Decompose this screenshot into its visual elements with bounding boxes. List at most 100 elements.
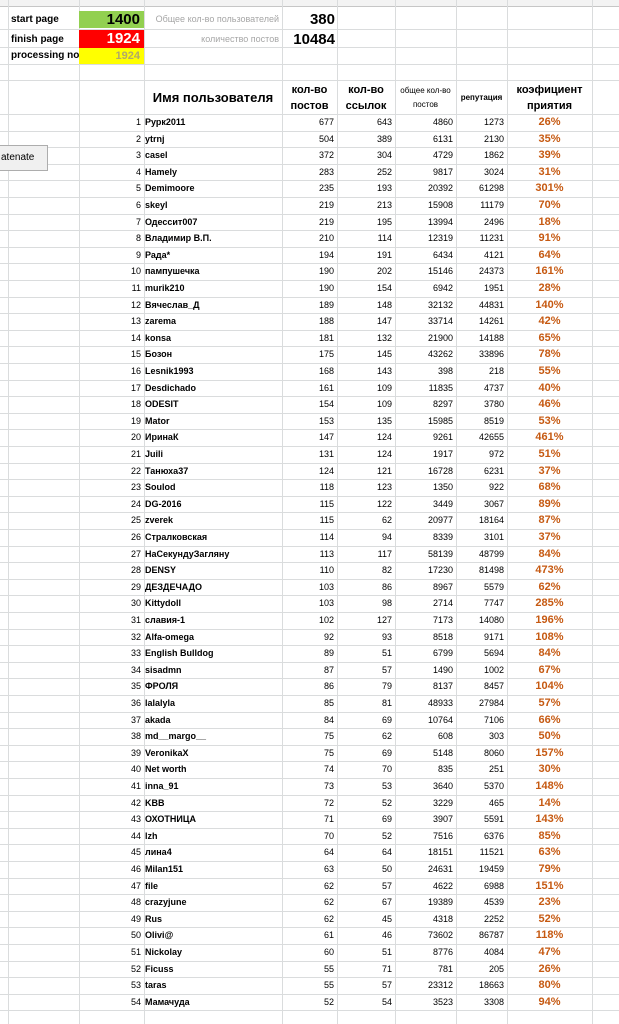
reputation-cell[interactable]: 48799 xyxy=(478,548,504,559)
total-posts-cell[interactable]: 8297 xyxy=(432,399,453,410)
row-number-cell[interactable]: 16 xyxy=(130,366,141,376)
total-posts-cell[interactable]: 33714 xyxy=(427,316,453,327)
links-count-cell[interactable]: 57 xyxy=(381,880,392,891)
coefficient-cell[interactable]: 285% xyxy=(535,597,564,610)
posts-count-cell[interactable]: 188 xyxy=(318,316,334,327)
reputation-cell[interactable]: 33896 xyxy=(478,349,504,360)
username-cell[interactable]: konsa xyxy=(145,332,172,343)
posts-count-cell[interactable]: 190 xyxy=(318,266,334,277)
reputation-cell[interactable]: 218 xyxy=(488,366,504,376)
reputation-cell[interactable]: 2252 xyxy=(483,913,504,924)
coefficient-cell[interactable]: 161% xyxy=(535,265,564,278)
posts-count-cell[interactable]: 113 xyxy=(319,548,334,559)
row-number-cell[interactable]: 45 xyxy=(130,847,141,858)
username-cell[interactable]: zarema xyxy=(145,316,177,327)
row-number-cell[interactable]: 24 xyxy=(130,498,141,509)
row-number-cell[interactable]: 36 xyxy=(130,698,141,708)
links-count-cell[interactable]: 51 xyxy=(381,648,392,659)
links-count-cell[interactable]: 98 xyxy=(381,598,392,609)
row-number-cell[interactable]: 53 xyxy=(130,980,141,991)
coefficient-cell[interactable]: 80% xyxy=(538,979,561,992)
links-count-cell[interactable]: 79 xyxy=(381,681,392,692)
coefficient-cell[interactable]: 473% xyxy=(535,564,564,577)
coefficient-cell[interactable]: 46% xyxy=(538,398,561,411)
total-posts-cell[interactable]: 5148 xyxy=(432,747,453,758)
row-number-cell[interactable]: 20 xyxy=(130,432,141,443)
reputation-cell[interactable]: 3067 xyxy=(483,498,504,509)
coefficient-cell[interactable]: 51% xyxy=(538,448,561,460)
row-number-cell[interactable]: 46 xyxy=(130,864,141,874)
total-posts-cell[interactable]: 608 xyxy=(437,731,453,742)
links-count-cell[interactable]: 643 xyxy=(376,117,392,127)
column-letter[interactable]: D xyxy=(107,0,114,3)
posts-count-cell[interactable]: 102 xyxy=(318,615,334,625)
column-letter[interactable]: C xyxy=(37,0,44,3)
row-number-cell[interactable]: 12 xyxy=(130,299,141,310)
reputation-cell[interactable]: 11179 xyxy=(480,200,504,210)
row-number-cell[interactable]: 9 xyxy=(135,249,141,260)
reputation-cell[interactable]: 3024 xyxy=(483,166,504,177)
reputation-cell[interactable]: 14080 xyxy=(478,615,504,625)
username-cell[interactable]: md__margo__ xyxy=(145,731,207,742)
reputation-cell[interactable]: 14188 xyxy=(478,332,504,343)
coefficient-cell[interactable]: 55% xyxy=(538,365,561,377)
total-posts-cell[interactable]: 8137 xyxy=(432,681,453,692)
row-number-cell[interactable]: 26 xyxy=(130,532,141,542)
posts-count-cell[interactable]: 147 xyxy=(318,432,334,443)
total-posts-cell[interactable]: 6942 xyxy=(432,283,453,293)
total-posts-cell[interactable]: 1490 xyxy=(432,664,453,675)
total-posts-cell[interactable]: 6131 xyxy=(432,133,453,144)
reputation-cell[interactable]: 4539 xyxy=(483,897,504,908)
reputation-cell[interactable]: 42655 xyxy=(478,432,504,443)
posts-count-cell[interactable]: 55 xyxy=(323,963,334,974)
total-posts-cell[interactable]: 4622 xyxy=(432,880,453,891)
row-number-cell[interactable]: 28 xyxy=(130,565,141,576)
links-count-cell[interactable]: 109 xyxy=(376,399,392,410)
coefficient-cell[interactable]: 89% xyxy=(538,497,561,510)
reputation-cell[interactable]: 251 xyxy=(488,764,504,775)
reputation-cell[interactable]: 465 xyxy=(488,797,504,808)
reputation-cell[interactable]: 1951 xyxy=(483,283,504,293)
posts-count-cell[interactable]: 74 xyxy=(323,764,334,775)
total-posts-cell[interactable]: 6434 xyxy=(432,249,453,260)
column-letter[interactable]: H xyxy=(422,0,429,3)
username-cell[interactable]: пампушечка xyxy=(145,266,200,277)
username-cell[interactable]: НаСекундуЗагляну xyxy=(145,548,230,559)
total-posts-cell[interactable]: 4729 xyxy=(432,150,453,161)
username-cell[interactable]: VeronikaX xyxy=(145,747,189,758)
links-count-cell[interactable]: 124 xyxy=(376,432,392,443)
links-count-cell[interactable]: 143 xyxy=(376,366,392,376)
username-cell[interactable]: Мамачуда xyxy=(145,996,190,1007)
links-count-cell[interactable]: 71 xyxy=(381,963,392,974)
username-cell[interactable]: English Bulldog xyxy=(145,648,214,659)
username-cell[interactable]: sisadmn xyxy=(145,664,182,675)
posts-count-cell[interactable]: 283 xyxy=(318,166,334,177)
reputation-cell[interactable]: 6376 xyxy=(483,830,504,841)
row-number-cell[interactable]: 13 xyxy=(130,316,141,327)
coefficient-cell[interactable]: 62% xyxy=(538,580,561,593)
coefficient-cell[interactable]: 108% xyxy=(535,630,564,643)
coefficient-cell[interactable]: 26% xyxy=(538,116,561,128)
username-cell[interactable]: casel xyxy=(145,150,168,161)
finish-page-cell[interactable]: 1924 xyxy=(79,30,144,48)
coefficient-cell[interactable]: 301% xyxy=(535,182,564,195)
posts-count-cell[interactable]: 52 xyxy=(323,996,334,1007)
row-number-cell[interactable]: 39 xyxy=(130,747,141,758)
total-posts-cell[interactable]: 24631 xyxy=(427,864,453,874)
row-number-cell[interactable]: 34 xyxy=(130,664,141,675)
total-posts-cell[interactable]: 15908 xyxy=(427,200,453,210)
links-count-cell[interactable]: 69 xyxy=(381,714,392,725)
reputation-cell[interactable]: 5579 xyxy=(483,581,504,592)
row-number-cell[interactable]: 5 xyxy=(135,183,141,194)
total-posts-cell[interactable]: 3523 xyxy=(432,996,453,1007)
total-posts-cell[interactable]: 20977 xyxy=(427,515,453,526)
total-posts-cell[interactable]: 1917 xyxy=(432,449,453,459)
posts-count-cell[interactable]: 64 xyxy=(323,847,334,858)
links-count-cell[interactable]: 135 xyxy=(376,415,392,426)
column-letter[interactable]: I xyxy=(477,0,480,3)
coefficient-cell[interactable]: 70% xyxy=(538,199,561,211)
row-number-cell[interactable]: 43 xyxy=(130,814,141,825)
posts-count-cell[interactable]: 168 xyxy=(318,366,334,376)
reputation-cell[interactable]: 18663 xyxy=(478,980,504,991)
coefficient-cell[interactable]: 31% xyxy=(538,165,561,178)
